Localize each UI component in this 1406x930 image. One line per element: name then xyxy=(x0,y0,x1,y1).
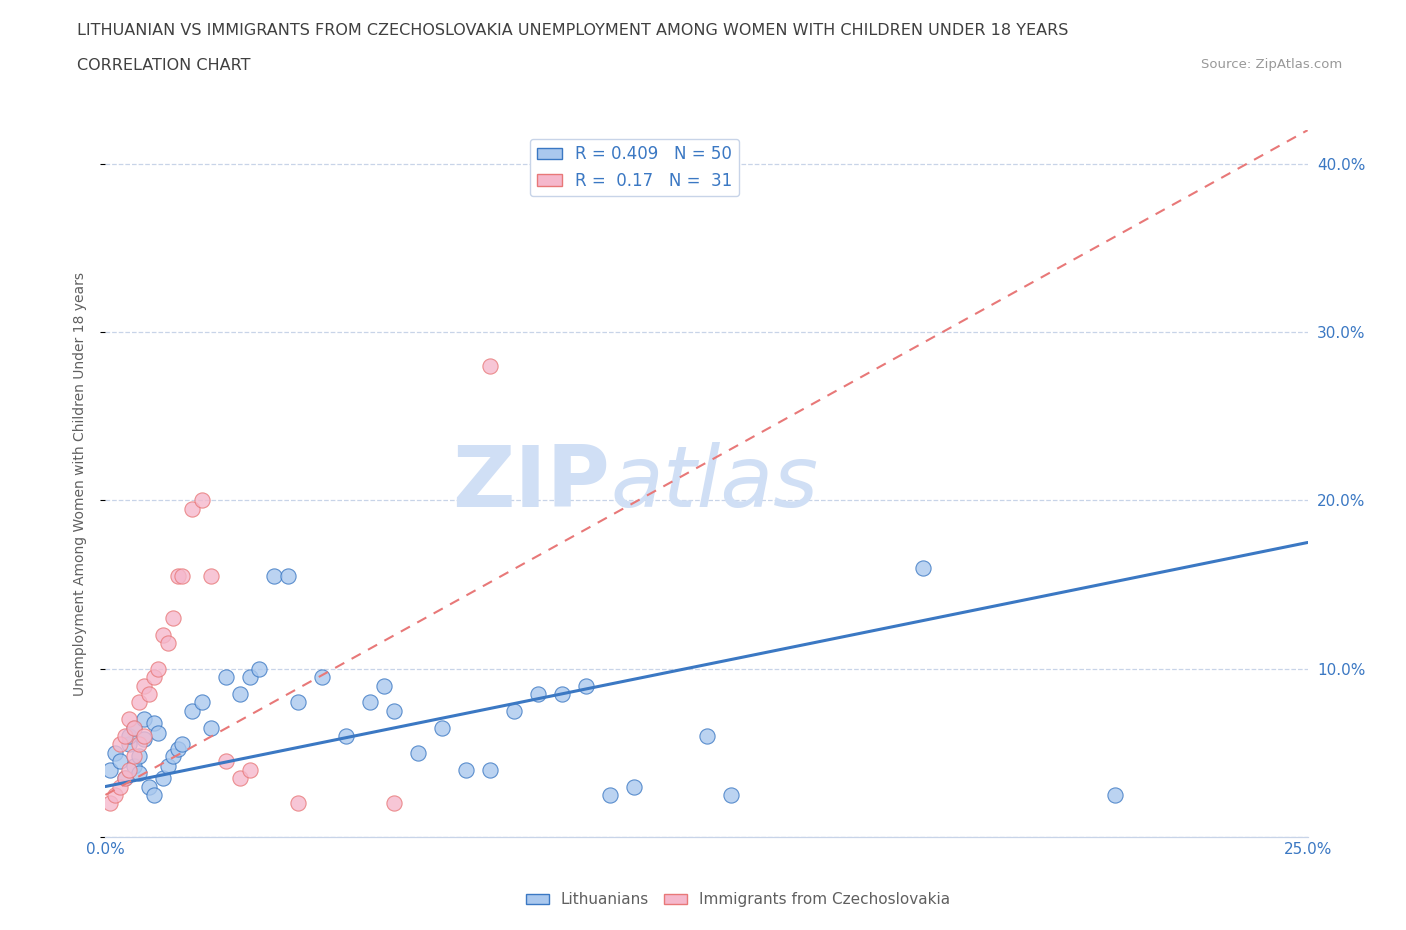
Point xyxy=(311,670,333,684)
Point xyxy=(430,720,453,735)
Point xyxy=(263,569,285,584)
Point xyxy=(148,661,170,676)
Point xyxy=(138,686,160,701)
Point xyxy=(200,720,222,735)
Point xyxy=(720,788,742,803)
Point xyxy=(214,670,236,684)
Point xyxy=(98,763,121,777)
Point xyxy=(142,715,165,730)
Point xyxy=(406,746,429,761)
Point xyxy=(454,763,477,777)
Point xyxy=(114,771,136,786)
Point xyxy=(114,771,136,786)
Point xyxy=(239,763,262,777)
Point xyxy=(132,728,155,743)
Point xyxy=(1104,788,1126,803)
Point xyxy=(142,670,165,684)
Point xyxy=(132,711,155,726)
Point xyxy=(132,678,155,693)
Point xyxy=(190,493,212,508)
Point xyxy=(132,732,155,747)
Text: Source: ZipAtlas.com: Source: ZipAtlas.com xyxy=(1202,58,1343,71)
Point xyxy=(128,749,150,764)
Point xyxy=(98,796,121,811)
Point xyxy=(118,737,141,751)
Point xyxy=(108,754,131,769)
Text: CORRELATION CHART: CORRELATION CHART xyxy=(77,58,250,73)
Point xyxy=(696,728,718,743)
Y-axis label: Unemployment Among Women with Children Under 18 years: Unemployment Among Women with Children U… xyxy=(73,272,87,696)
Point xyxy=(166,742,188,757)
Point xyxy=(911,560,934,575)
Point xyxy=(108,779,131,794)
Point xyxy=(172,737,194,751)
Point xyxy=(479,358,502,373)
Point xyxy=(382,796,405,811)
Point xyxy=(128,695,150,710)
Point xyxy=(503,703,526,718)
Point xyxy=(118,711,141,726)
Point xyxy=(142,788,165,803)
Point xyxy=(152,771,174,786)
Point xyxy=(138,779,160,794)
Point xyxy=(200,569,222,584)
Point xyxy=(124,720,146,735)
Point xyxy=(114,728,136,743)
Point xyxy=(162,749,184,764)
Point xyxy=(124,759,146,774)
Point xyxy=(156,636,179,651)
Point xyxy=(124,749,146,764)
Point xyxy=(118,763,141,777)
Point xyxy=(527,686,550,701)
Point xyxy=(229,771,252,786)
Point xyxy=(166,569,188,584)
Point xyxy=(128,737,150,751)
Point xyxy=(162,611,184,626)
Point xyxy=(575,678,598,693)
Point xyxy=(104,746,127,761)
Point xyxy=(287,695,309,710)
Point xyxy=(181,703,204,718)
Point xyxy=(108,737,131,751)
Text: atlas: atlas xyxy=(610,442,818,525)
Point xyxy=(104,788,127,803)
Point xyxy=(214,754,236,769)
Point xyxy=(623,779,645,794)
Point xyxy=(190,695,212,710)
Legend: Lithuanians, Immigrants from Czechoslovakia: Lithuanians, Immigrants from Czechoslova… xyxy=(520,886,956,913)
Point xyxy=(148,725,170,740)
Point xyxy=(335,728,357,743)
Point xyxy=(181,501,204,516)
Text: ZIP: ZIP xyxy=(453,442,610,525)
Point xyxy=(229,686,252,701)
Point xyxy=(172,569,194,584)
Point xyxy=(277,569,299,584)
Point xyxy=(359,695,381,710)
Point xyxy=(128,765,150,780)
Point xyxy=(247,661,270,676)
Point xyxy=(551,686,574,701)
Text: LITHUANIAN VS IMMIGRANTS FROM CZECHOSLOVAKIA UNEMPLOYMENT AMONG WOMEN WITH CHILD: LITHUANIAN VS IMMIGRANTS FROM CZECHOSLOV… xyxy=(77,23,1069,38)
Point xyxy=(287,796,309,811)
Point xyxy=(373,678,395,693)
Point xyxy=(599,788,621,803)
Point xyxy=(118,728,141,743)
Point xyxy=(156,759,179,774)
Point xyxy=(382,703,405,718)
Point xyxy=(152,628,174,643)
Point xyxy=(239,670,262,684)
Point xyxy=(124,720,146,735)
Legend: R = 0.409   N = 50, R =  0.17   N =  31: R = 0.409 N = 50, R = 0.17 N = 31 xyxy=(530,139,738,196)
Point xyxy=(479,763,502,777)
